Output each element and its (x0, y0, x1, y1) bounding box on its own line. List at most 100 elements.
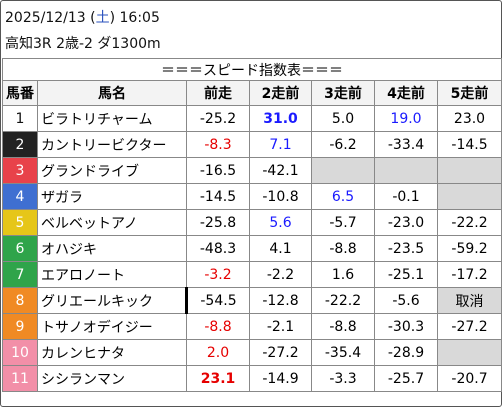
horse-name: オハジキ (37, 235, 187, 262)
speed-index: -25.1 (374, 261, 438, 288)
speed-index: 5.0 (311, 105, 375, 132)
horse-row: 4 ザガラ -14.5 -10.8 6.5 -0.1 (2, 183, 502, 210)
horse-name: ザガラ (37, 183, 187, 210)
column-header: 2走前 (249, 80, 312, 106)
speed-index: -8.8 (186, 313, 250, 340)
horse-name: グリエールキック (37, 287, 187, 314)
speed-index: -5.6 (374, 287, 438, 314)
speed-index: 23.0 (436, 105, 502, 132)
speed-index: -54.5 (185, 287, 250, 314)
horse-number: 6 (2, 235, 38, 262)
horse-number: 3 (2, 157, 38, 184)
speed-index: -8.8 (311, 313, 375, 340)
horse-row: 1 ビラトリチャーム -25.2 31.0 5.0 19.0 23.0 (2, 105, 502, 132)
column-header: 馬名 (37, 80, 187, 106)
speed-index: -2.2 (249, 261, 312, 288)
speed-index: -25.2 (186, 105, 250, 132)
speed-index: -27.2 (436, 313, 502, 340)
speed-index: -17.2 (436, 261, 502, 288)
speed-index: -14.5 (186, 183, 250, 210)
horse-number: 2 (2, 131, 38, 158)
horse-row: 3 グランドライブ -16.5 -42.1 (2, 157, 502, 184)
horse-name: ビラトリチャーム (37, 105, 187, 132)
horse-row: 5 ベルベットアノ -25.8 5.6 -5.7 -23.0 -22.2 (2, 209, 502, 236)
speed-index: -10.8 (249, 183, 312, 210)
speed-index: -6.2 (311, 131, 375, 158)
column-header: 5走前 (436, 80, 502, 106)
column-header: 馬番 (2, 80, 38, 106)
date-line: 2025/12/13 (土) 16:05 (5, 7, 160, 27)
horse-number: 1 (2, 105, 38, 132)
speed-index: -16.5 (186, 157, 250, 184)
speed-index: -2.1 (249, 313, 312, 340)
speed-index: -8.3 (186, 131, 250, 158)
speed-index: -25.8 (186, 209, 250, 236)
speed-index: -3.2 (186, 261, 250, 288)
horse-number: 9 (2, 313, 38, 340)
speed-index: -22.2 (436, 209, 502, 236)
horse-row: 2 カントリービクター -8.3 7.1 -6.2 -33.4 -14.5 (2, 131, 502, 158)
speed-index: -42.1 (249, 157, 312, 184)
speed-index: -14.5 (436, 131, 502, 158)
speed-index: -5.7 (311, 209, 375, 236)
speed-index: -33.4 (374, 131, 438, 158)
horse-number: 5 (2, 209, 38, 236)
speed-index: -59.2 (436, 235, 502, 262)
horse-row: 8 グリエールキック -54.5 -12.8 -22.2 -5.6 取消 (2, 287, 502, 314)
horse-row: 10 カレンヒナタ 2.0 -27.2 -35.4 -28.9 (2, 339, 502, 366)
speed-index: -12.8 (249, 287, 312, 314)
speed-table: ＝＝＝スピード指数表＝＝＝ 馬番 馬名 前走 2走前 3走前 4走前 5走前 1 ビラトリチャ… (1, 58, 502, 392)
speed-index: 5.6 (249, 209, 312, 236)
speed-index: -3.3 (311, 365, 375, 392)
horse-name: エアロノート (37, 261, 187, 288)
speed-index: -48.3 (186, 235, 250, 262)
horse-row: 7 エアロノート -3.2 -2.2 1.6 -25.1 -17.2 (2, 261, 502, 288)
speed-index: -35.4 (311, 339, 375, 366)
speed-index: 1.6 (311, 261, 375, 288)
column-header: 3走前 (311, 80, 375, 106)
speed-index: 23.1 (186, 365, 250, 392)
speed-index (374, 157, 438, 184)
horse-row: 6 オハジキ -48.3 4.1 -8.8 -23.5 -59.2 (2, 235, 502, 262)
horse-name: カレンヒナタ (37, 339, 187, 366)
horse-name: カントリービクター (37, 131, 187, 158)
speed-index: 2.0 (186, 339, 250, 366)
horse-number: 11 (2, 365, 38, 392)
race-line: 高知3R 2歳-2 ダ1300m (5, 36, 161, 52)
speed-index: -20.7 (436, 365, 502, 392)
date-part: 2025/12/13 ( (5, 10, 96, 26)
horse-row: 11 シシランマン 23.1 -14.9 -3.3 -25.7 -20.7 (2, 365, 502, 392)
speed-index: -14.9 (249, 365, 312, 392)
column-header: 4走前 (374, 80, 438, 106)
horse-name: トサノオデイジー (37, 313, 187, 340)
horse-name: ベルベットアノ (37, 209, 187, 236)
speed-index (436, 157, 502, 184)
column-header: 前走 (186, 80, 250, 106)
speed-index: 31.0 (249, 105, 312, 132)
speed-index (311, 157, 375, 184)
horse-name: シシランマン (37, 365, 187, 392)
speed-index: 取消 (436, 287, 502, 314)
speed-index (436, 183, 502, 210)
speed-index: -27.2 (249, 339, 312, 366)
speed-index: -8.8 (311, 235, 375, 262)
date-part: ) 16:05 (109, 10, 160, 26)
horse-number: 8 (2, 287, 38, 314)
speed-index: -23.0 (374, 209, 438, 236)
speed-index: -0.1 (374, 183, 438, 210)
horse-name: グランドライブ (37, 157, 187, 184)
horse-row: 9 トサノオデイジー -8.8 -2.1 -8.8 -30.3 -27.2 (2, 313, 502, 340)
speed-index: 7.1 (249, 131, 312, 158)
speed-index: 19.0 (374, 105, 438, 132)
speed-index: -23.5 (374, 235, 438, 262)
horse-number: 4 (2, 183, 38, 210)
speed-index: -22.2 (311, 287, 375, 314)
speed-index: -25.7 (374, 365, 438, 392)
table-title: ＝＝＝スピード指数表＝＝＝ (1, 58, 502, 81)
horse-number: 10 (2, 339, 38, 366)
date-part: 土 (95, 10, 110, 26)
speed-index: 6.5 (311, 183, 375, 210)
speed-index: -30.3 (374, 313, 438, 340)
speed-index (436, 339, 502, 366)
